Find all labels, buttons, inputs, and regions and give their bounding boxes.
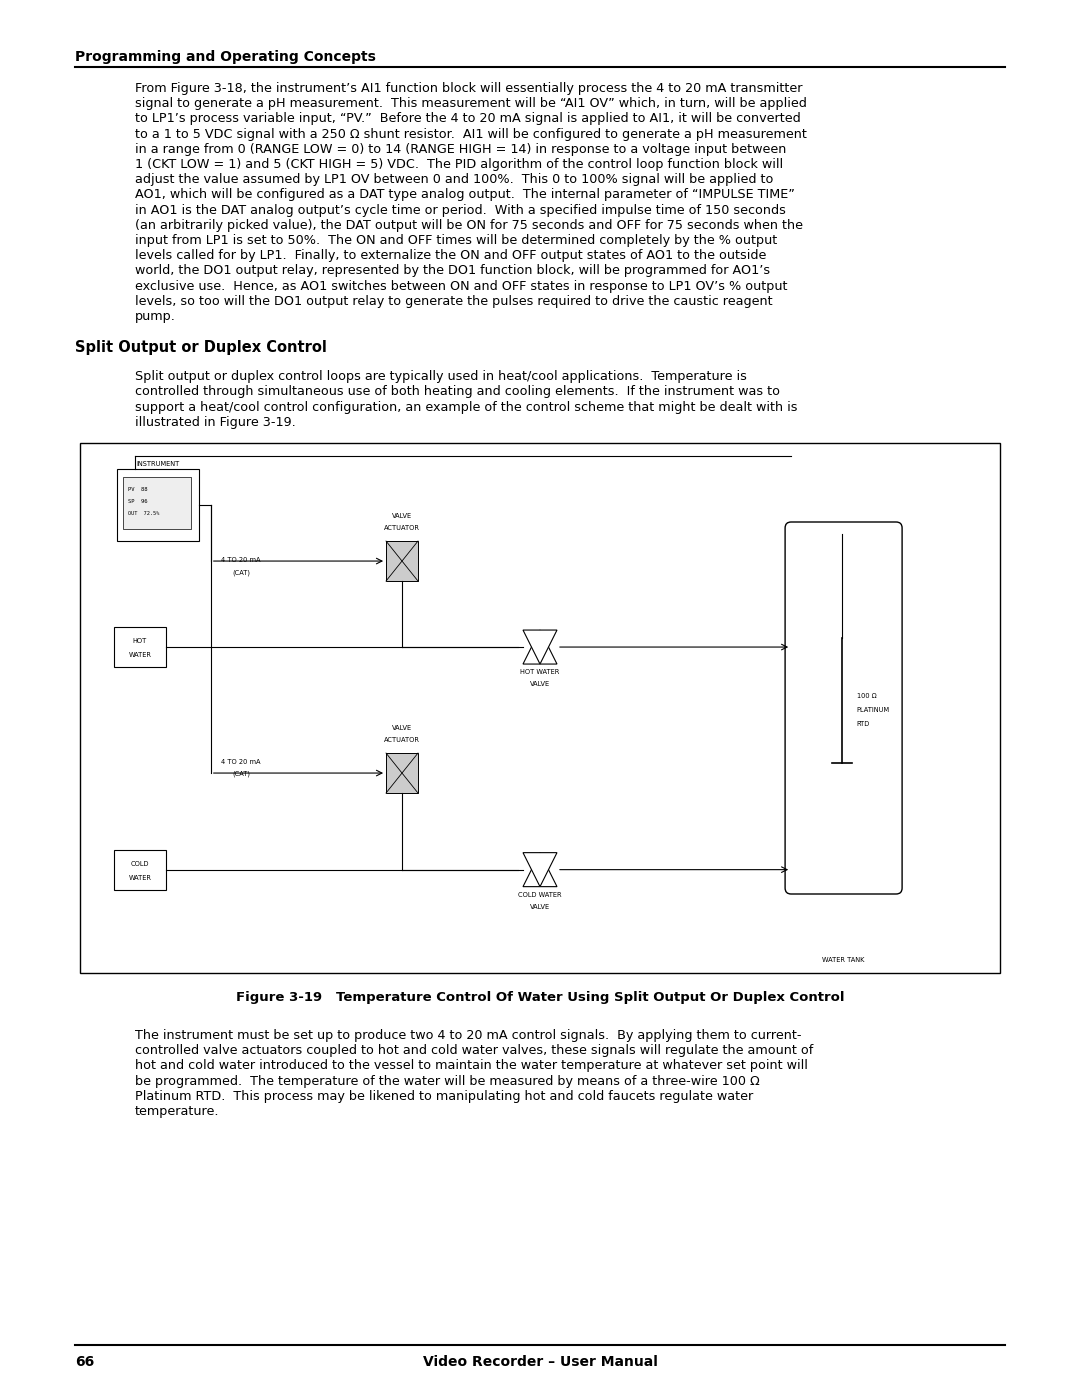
Text: HOT: HOT [133, 638, 147, 644]
Text: Programming and Operating Concepts: Programming and Operating Concepts [75, 50, 376, 64]
Bar [80, 443, 1000, 972]
Text: levels called for by LP1.  Finally, to externalize the ON and OFF output states : levels called for by LP1. Finally, to ex… [135, 249, 767, 263]
Text: Split output or duplex control loops are typically used in heat/cool application: Split output or duplex control loops are… [135, 370, 747, 383]
Text: The instrument must be set up to produce two 4 to 20 mA control signals.  By app: The instrument must be set up to produce… [135, 1030, 801, 1042]
Text: AO1, which will be configured as a DAT type analog output.  The internal paramet: AO1, which will be configured as a DAT t… [135, 189, 795, 201]
Text: RTD: RTD [856, 721, 869, 726]
Text: PV  88: PV 88 [127, 488, 147, 493]
Bar [123, 478, 191, 529]
Bar [113, 627, 166, 666]
Bar [113, 849, 166, 890]
Bar [117, 469, 199, 542]
Text: temperature.: temperature. [135, 1105, 219, 1118]
FancyBboxPatch shape [785, 522, 902, 894]
Text: (CAT): (CAT) [232, 771, 249, 777]
Text: PLATINUM: PLATINUM [856, 707, 890, 712]
Text: ACTUATOR: ACTUATOR [384, 525, 420, 531]
Polygon shape [523, 630, 557, 664]
Text: 100 Ω: 100 Ω [856, 693, 876, 698]
Text: WATER TANK: WATER TANK [822, 957, 865, 963]
Text: world, the DO1 output relay, represented by the DO1 function block, will be prog: world, the DO1 output relay, represented… [135, 264, 770, 278]
Polygon shape [523, 852, 557, 887]
Text: ACTUATOR: ACTUATOR [384, 738, 420, 743]
Text: signal to generate a pH measurement.  This measurement will be “AI1 OV” which, i: signal to generate a pH measurement. Thi… [135, 98, 807, 110]
Text: WATER: WATER [129, 875, 151, 880]
Text: input from LP1 is set to 50%.  The ON and OFF times will be determined completel: input from LP1 is set to 50%. The ON and… [135, 235, 778, 247]
Text: be programmed.  The temperature of the water will be measured by means of a thre: be programmed. The temperature of the wa… [135, 1074, 759, 1088]
Bar [386, 753, 418, 793]
Text: HOT WATER: HOT WATER [521, 669, 559, 675]
Text: illustrated in Figure 3-19.: illustrated in Figure 3-19. [135, 416, 296, 429]
Text: Platinum RTD.  This process may be likened to manipulating hot and cold faucets : Platinum RTD. This process may be likene… [135, 1090, 753, 1102]
Text: support a heat/cool control configuration, an example of the control scheme that: support a heat/cool control configuratio… [135, 401, 797, 414]
Polygon shape [523, 852, 557, 887]
Text: VALVE: VALVE [530, 682, 550, 687]
Text: adjust the value assumed by LP1 OV between 0 and 100%.  This 0 to 100% signal wi: adjust the value assumed by LP1 OV betwe… [135, 173, 773, 186]
Text: pump.: pump. [135, 310, 176, 323]
Text: levels, so too will the DO1 output relay to generate the pulses required to driv: levels, so too will the DO1 output relay… [135, 295, 772, 307]
Polygon shape [523, 630, 557, 664]
Bar [386, 541, 418, 581]
Text: Figure 3-19   Temperature Control Of Water Using Split Output Or Duplex Control: Figure 3-19 Temperature Control Of Water… [235, 990, 845, 1004]
Text: controlled valve actuators coupled to hot and cold water valves, these signals w: controlled valve actuators coupled to ho… [135, 1044, 813, 1058]
Text: 4 TO 20 mA: 4 TO 20 mA [221, 759, 260, 764]
Text: (an arbitrarily picked value), the DAT output will be ON for 75 seconds and OFF : (an arbitrarily picked value), the DAT o… [135, 219, 804, 232]
Text: to a 1 to 5 VDC signal with a 250 Ω shunt resistor.  AI1 will be configured to g: to a 1 to 5 VDC signal with a 250 Ω shun… [135, 127, 807, 141]
Text: controlled through simultaneous use of both heating and cooling elements.  If th: controlled through simultaneous use of b… [135, 386, 780, 398]
Text: COLD WATER: COLD WATER [518, 891, 562, 898]
Text: in AO1 is the DAT analog output’s cycle time or period.  With a specified impuls: in AO1 is the DAT analog output’s cycle … [135, 204, 786, 217]
Text: INSTRUMENT: INSTRUMENT [136, 461, 179, 468]
Text: COLD: COLD [131, 861, 149, 866]
Text: to LP1’s process variable input, “PV.”  Before the 4 to 20 mA signal is applied : to LP1’s process variable input, “PV.” B… [135, 112, 800, 126]
Text: (CAT): (CAT) [232, 569, 249, 576]
Text: 4 TO 20 mA: 4 TO 20 mA [221, 557, 260, 563]
Text: OUT  72.5%: OUT 72.5% [127, 511, 159, 517]
Text: Video Recorder – User Manual: Video Recorder – User Manual [422, 1355, 658, 1369]
Text: SP  96: SP 96 [127, 500, 147, 504]
Text: hot and cold water introduced to the vessel to maintain the water temperature at: hot and cold water introduced to the ves… [135, 1059, 808, 1073]
Text: VALVE: VALVE [392, 513, 413, 520]
Text: VALVE: VALVE [392, 725, 413, 731]
Text: exclusive use.  Hence, as AO1 switches between ON and OFF states in response to : exclusive use. Hence, as AO1 switches be… [135, 279, 787, 292]
Text: Split Output or Duplex Control: Split Output or Duplex Control [75, 341, 327, 355]
Text: 66: 66 [75, 1355, 94, 1369]
Text: 1 (CKT LOW = 1) and 5 (CKT HIGH = 5) VDC.  The PID algorithm of the control loop: 1 (CKT LOW = 1) and 5 (CKT HIGH = 5) VDC… [135, 158, 783, 170]
Text: From Figure 3-18, the instrument’s AI1 function block will essentially process t: From Figure 3-18, the instrument’s AI1 f… [135, 82, 802, 95]
Text: WATER: WATER [129, 652, 151, 658]
Text: VALVE: VALVE [530, 904, 550, 909]
Text: in a range from 0 (RANGE LOW = 0) to 14 (RANGE HIGH = 14) in response to a volta: in a range from 0 (RANGE LOW = 0) to 14 … [135, 142, 786, 156]
